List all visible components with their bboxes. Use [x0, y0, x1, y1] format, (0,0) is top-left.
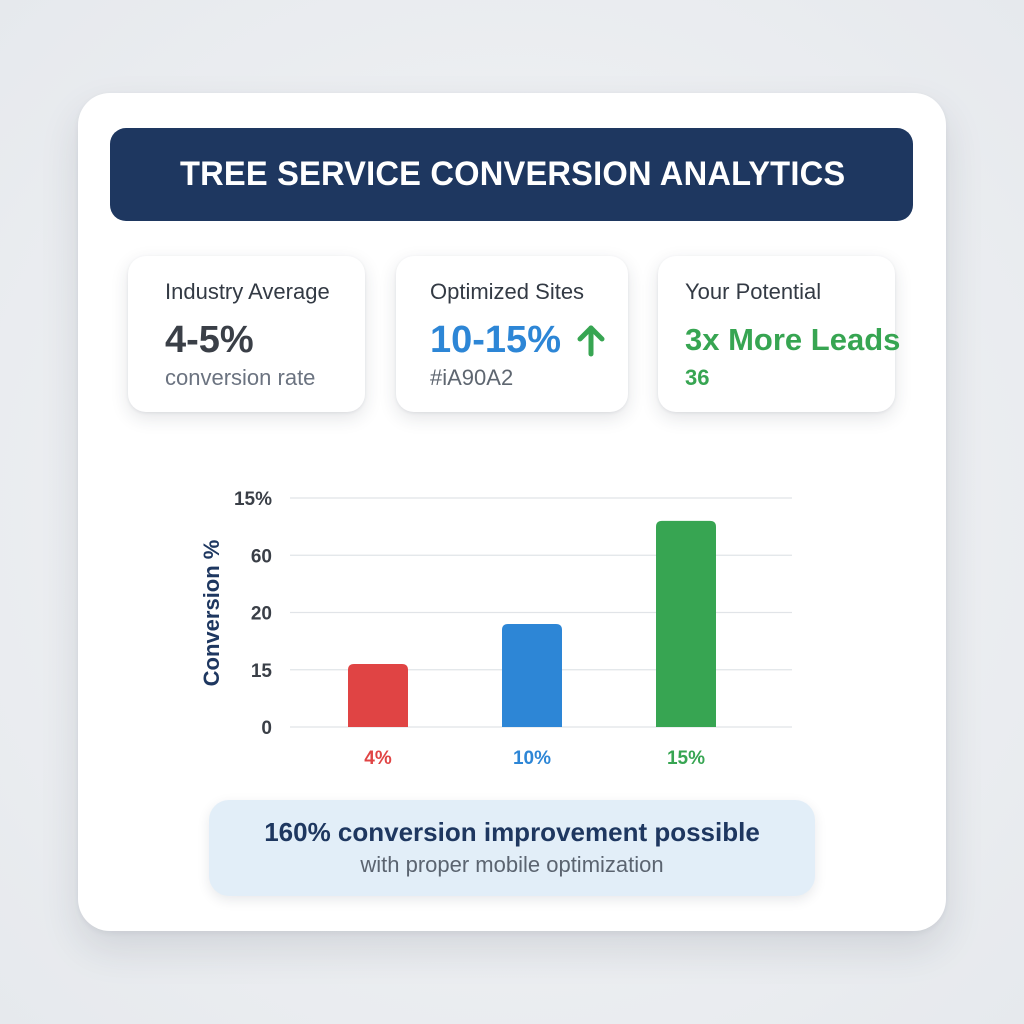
- stat-card-optimized-sites: Optimized Sites 10-15% #iA90A2: [396, 256, 628, 412]
- header-bar: TREE SERVICE CONVERSION ANALYTICS: [110, 128, 913, 221]
- stat-value-text: 4-5%: [165, 319, 254, 361]
- x-tick-label: 15%: [667, 748, 705, 769]
- improvement-subtext: with proper mobile optimization: [360, 852, 664, 877]
- stat-sub: #iA90A2: [430, 365, 514, 390]
- y-axis-label: Conversion %: [199, 540, 224, 687]
- stat-value: 4-5%: [165, 318, 365, 362]
- stat-value: 3x More Leads: [685, 318, 900, 362]
- page-title: TREE SERVICE CONVERSION ANALYTICS: [180, 155, 846, 193]
- analytics-card: TREE SERVICE CONVERSION ANALYTICS Indust…: [78, 93, 946, 931]
- stat-value-text: 3x More Leads: [685, 322, 901, 357]
- bar: [502, 623, 562, 727]
- stat-card-industry-average: Industry Average 4-5% conversion rate: [128, 256, 365, 412]
- x-tick-label: 10%: [513, 748, 551, 769]
- y-tick-label: 20: [251, 604, 272, 625]
- y-tick-label: 0: [261, 718, 272, 739]
- stat-label: Optimized Sites: [430, 279, 585, 304]
- x-tick-label: 4%: [364, 748, 392, 769]
- bar: [656, 520, 716, 727]
- up-arrow-icon: [577, 325, 605, 357]
- stat-value: 10-15%: [430, 318, 628, 362]
- y-tick-label: 60: [251, 546, 272, 567]
- bar-chart: 0 15 20 60 15% Conversion % 4% 10% 15%: [78, 93, 946, 931]
- stat-sub: conversion rate: [165, 365, 316, 390]
- bar-chart-svg: 0 15 20 60 15% Conversion % 4% 10% 15%: [199, 489, 792, 769]
- stat-value-text: 10-15%: [430, 319, 561, 361]
- y-tick-label: 15: [251, 661, 273, 682]
- stat-label: Your Potential: [685, 279, 822, 304]
- stat-card-your-potential: Your Potential 3x More Leads 36: [658, 256, 900, 412]
- bar: [348, 664, 408, 727]
- improvement-callout: 160% conversion improvement possible wit…: [209, 800, 815, 896]
- stat-label: Industry Average: [165, 279, 330, 304]
- stat-sub: 36: [685, 365, 710, 390]
- improvement-headline: 160% conversion improvement possible: [264, 817, 760, 847]
- y-tick-label: 15%: [234, 489, 272, 510]
